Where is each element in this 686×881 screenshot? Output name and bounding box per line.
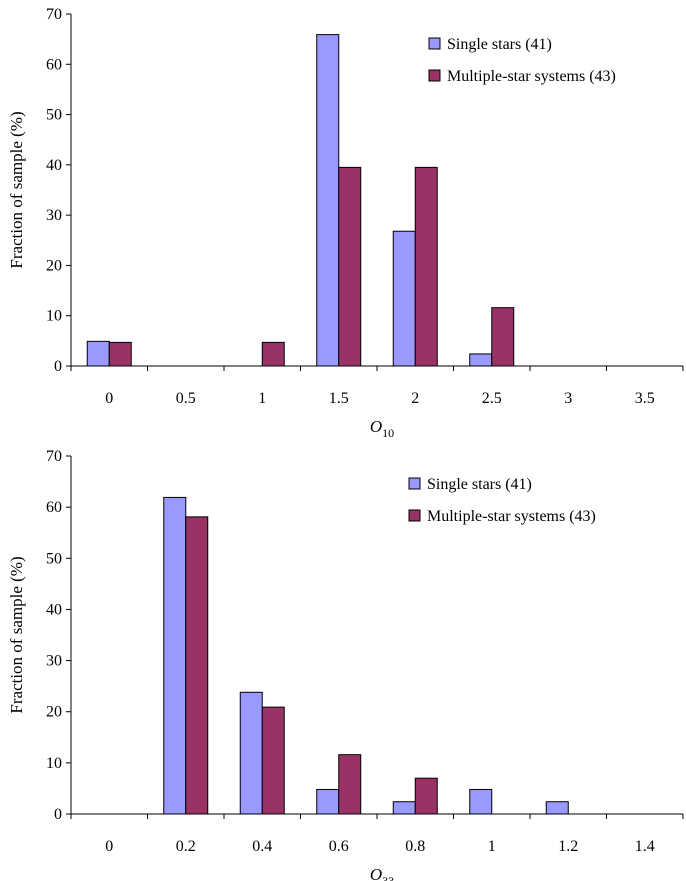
x-tick-label: 0.5	[176, 390, 196, 407]
x-axis-title-subscript: 10	[382, 426, 394, 440]
chart-2: 0 10 20 30 40 50 60 70 0 0.2 0.4 0.6 0.8 1 1.2 1.4 O33 Fr…	[7, 448, 684, 881]
bar-single-4	[316, 34, 340, 367]
bar-multiple-3	[261, 341, 285, 367]
bar-single-2	[163, 496, 187, 815]
x-tick-label: 1.4	[635, 838, 655, 855]
x-tick-label: 3	[564, 390, 572, 407]
x-axis-title: O33	[370, 865, 394, 881]
legend-swatch-single	[428, 37, 441, 50]
y-tick-label: 30	[46, 207, 62, 224]
y-tick-label: 20	[46, 257, 62, 274]
bar-single-1	[86, 340, 110, 367]
bar-single-5	[392, 230, 416, 367]
y-tick-label: 40	[46, 601, 62, 618]
x-tick-label: 0	[105, 838, 113, 855]
bar-multiple-5	[414, 166, 438, 367]
legend-label-single: Single stars (41)	[427, 476, 532, 493]
y-axis-title: Fraction of sample (%)	[7, 111, 26, 268]
legend-box	[395, 466, 650, 538]
y-tick-label: 50	[46, 550, 62, 567]
bar-multiple-1	[108, 341, 132, 367]
x-axis-title-main: O	[370, 417, 382, 436]
x-axis-title-main: O	[370, 865, 382, 881]
legend-label-multiple: Multiple-star systems (43)	[427, 508, 596, 525]
y-tick-label: 50	[46, 107, 62, 124]
bar-single-5	[392, 801, 416, 815]
y-axis-title: Fraction of sample (%)	[7, 556, 26, 713]
bar-multiple-3	[261, 706, 285, 815]
legend: Single stars (41) Multiple-star systems (…	[415, 26, 665, 98]
bar-single-4	[316, 788, 340, 815]
x-tick-label: 1.5	[329, 390, 349, 407]
x-tick-label: 1	[488, 838, 496, 855]
bar-single-3	[239, 691, 263, 815]
x-axis-title: O10	[370, 417, 394, 440]
x-tick-label: 1.2	[558, 838, 578, 855]
legend-label-single: Single stars (41)	[447, 36, 552, 53]
y-tick-label: 0	[54, 806, 62, 823]
bar-multiple-4	[338, 166, 362, 367]
x-tick-label: 1	[258, 390, 266, 407]
y-tick-label: 10	[46, 755, 62, 772]
legend-swatch-multiple	[428, 69, 441, 82]
bar-multiple-2	[185, 516, 209, 815]
legend-swatch-single	[408, 477, 421, 490]
x-tick-label: 2.5	[482, 390, 502, 407]
x-tick-label: 0.8	[405, 838, 425, 855]
y-tick-label: 40	[46, 157, 62, 174]
bar-multiple-6	[491, 307, 515, 367]
legend: Single stars (41) Multiple-star systems (…	[395, 466, 650, 538]
y-tick-label: 60	[46, 499, 62, 516]
bar-single-7	[545, 801, 569, 815]
legend-swatch-multiple	[408, 509, 421, 522]
y-tick-label: 60	[46, 56, 62, 73]
y-tick-label: 70	[46, 448, 62, 465]
bar-single-6	[469, 788, 493, 815]
x-tick-label: 0	[105, 390, 113, 407]
x-tick-label: 0.6	[329, 838, 349, 855]
bar-single-6	[469, 353, 493, 367]
y-tick-label: 10	[46, 308, 62, 325]
legend-label-multiple: Multiple-star systems (43)	[447, 68, 616, 85]
y-tick-label: 70	[46, 6, 62, 23]
y-tick-label: 20	[46, 704, 62, 721]
x-tick-label: 3.5	[635, 390, 655, 407]
bar-multiple-5	[414, 777, 438, 815]
y-tick-label: 0	[54, 358, 62, 375]
x-tick-label: 0.2	[176, 838, 196, 855]
bar-multiple-4	[338, 754, 362, 815]
y-tick-label: 30	[46, 653, 62, 670]
legend-box	[415, 26, 665, 98]
x-tick-label: 2	[411, 390, 419, 407]
x-axis-title-subscript: 33	[382, 874, 394, 881]
x-tick-label: 0.4	[252, 838, 272, 855]
